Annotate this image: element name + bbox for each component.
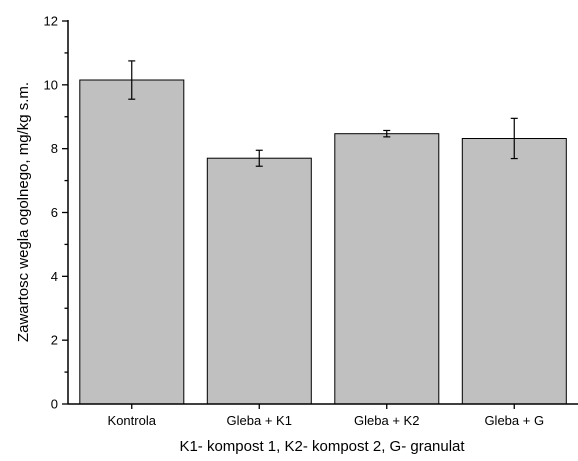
y-tick-label: 6 [51, 205, 58, 220]
bar-3 [461, 138, 567, 405]
y-tick-label: 2 [51, 333, 58, 348]
y-ticks-group: 0 2 4 6 8 10 12 [44, 14, 68, 412]
x-tick-label: Kontrola [108, 413, 157, 428]
y-tick-label: 0 [51, 397, 58, 412]
x-tick-label: Gleba + K2 [354, 413, 419, 428]
error-bars-group [128, 60, 518, 167]
error-bar-0 [128, 60, 136, 100]
y-tick-label: 4 [51, 269, 58, 284]
error-bar-3 [510, 117, 518, 160]
x-axis-title: K1- kompost 1, K2- kompost 2, G- granula… [179, 438, 465, 455]
bar-0 [79, 79, 185, 405]
error-bar-1 [255, 149, 263, 167]
y-tick-label: 10 [44, 77, 58, 92]
x-tick-label: Gleba + G [484, 413, 544, 428]
y-tick-label: 8 [51, 141, 58, 156]
error-bar-2 [383, 129, 391, 138]
bar-1 [206, 157, 312, 405]
bars-group [79, 79, 567, 405]
x-ticks-group: Kontrola Gleba + K1 Gleba + K2 Gleba + G [108, 404, 544, 428]
y-axis-title: Zawartosc wegla ogolnego, mg/kg s.m. [15, 82, 32, 342]
bar-2 [334, 133, 440, 405]
x-tick-label: Gleba + K1 [227, 413, 292, 428]
y-tick-label: 12 [44, 14, 58, 29]
